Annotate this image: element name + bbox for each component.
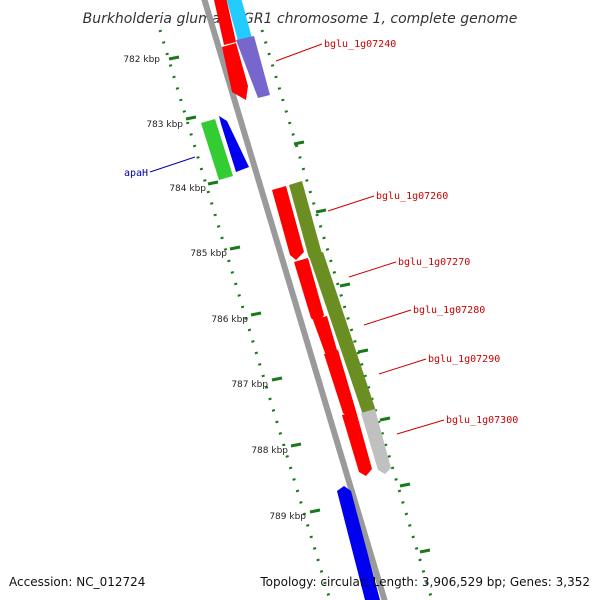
gene-arrow (294, 258, 324, 324)
genome-title: Burkholderia glumae BGR1 chromosome 1, c… (83, 11, 518, 27)
major-tick (357, 348, 369, 354)
major-tick (185, 115, 197, 121)
kbp-label: 784 kbp (169, 184, 206, 194)
kbp-label: 788 kbp (251, 446, 288, 456)
gene-arrow (361, 409, 391, 474)
leader-line (363, 309, 412, 326)
kbp-label: 782 kbp (123, 55, 160, 65)
major-tick (290, 442, 302, 448)
gene-label: bglu_1g07280 (413, 305, 485, 316)
major-tick (207, 180, 219, 186)
major-tick (293, 140, 305, 146)
gene-label: bglu_1g07290 (428, 354, 500, 365)
gene-arrow (342, 411, 372, 476)
gene-arrow (236, 36, 270, 98)
gene-arrow (214, 0, 236, 45)
leader-line (378, 358, 427, 375)
kbp-label: 789 kbp (269, 512, 306, 522)
gene-arrow (337, 486, 380, 600)
gene-label: apaH (124, 168, 148, 179)
chromosome-backbone (201, 0, 388, 600)
gene-arrow (219, 116, 249, 172)
gene-arrow (313, 316, 337, 358)
major-ticks (168, 55, 431, 554)
major-tick (250, 311, 262, 317)
major-tick (419, 548, 431, 554)
major-tick (168, 55, 180, 61)
gene-label: bglu_1g07240 (324, 39, 396, 50)
major-tick (271, 376, 283, 382)
kbp-label: 787 kbp (231, 380, 268, 390)
kbp-label: 783 kbp (146, 120, 183, 130)
kbp-label: 785 kbp (190, 249, 227, 259)
major-tick (339, 282, 351, 288)
leader-line (396, 419, 445, 435)
kbp-label: 786 kbp (211, 315, 248, 325)
gene-arrow (324, 350, 356, 418)
major-tick (309, 508, 321, 514)
major-tick (379, 416, 391, 422)
gene-arrow (226, 0, 252, 41)
leader-line (327, 195, 375, 212)
major-tick (315, 208, 327, 214)
gene-arrow (272, 186, 304, 260)
leader-line (149, 156, 196, 173)
gene-label: bglu_1g07260 (376, 191, 448, 202)
major-tick (229, 245, 241, 251)
gene-arrow (309, 252, 376, 415)
gene-label: bglu_1g07300 (446, 415, 518, 426)
gene-arrow (201, 119, 233, 180)
gene-arrow (222, 43, 248, 100)
accession-text: Accession: NC_012724 (9, 575, 145, 589)
topology-text: Topology: circular; Length: 3,906,529 bp… (259, 575, 590, 589)
gene-arrow (289, 181, 322, 258)
gene-label: bglu_1g07270 (398, 257, 470, 268)
leader-line (348, 261, 397, 278)
major-tick (399, 482, 411, 488)
leader-line (275, 43, 323, 62)
